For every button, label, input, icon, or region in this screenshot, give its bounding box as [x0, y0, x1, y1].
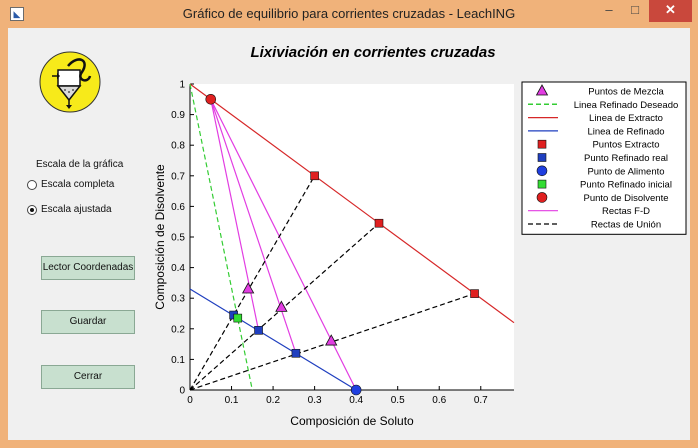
- chart-title: Lixiviación en corrientes cruzadas: [250, 44, 495, 61]
- legend-marker: [537, 179, 547, 189]
- tie-line: [189, 293, 475, 391]
- plot-background: [190, 84, 514, 390]
- legend-label: Punto de Alimento: [587, 166, 664, 177]
- legend-label: Rectas F-D: [602, 206, 650, 217]
- radio-full-scale-label[interactable]: Escala completa: [41, 179, 115, 190]
- minimize-button[interactable]: –: [605, 2, 613, 17]
- legend-label: Punto de Disolvente: [583, 193, 668, 204]
- x-tick-label: 0.5: [391, 395, 405, 406]
- raffinate-point: [254, 326, 263, 335]
- tie-line: [189, 175, 316, 391]
- window-title: Gráfico de equilibrio para corrientes cr…: [182, 6, 516, 21]
- tie-line: [189, 222, 380, 391]
- x-tick-label: 0.3: [308, 395, 322, 406]
- legend-label: Rectas de Unión: [591, 220, 661, 231]
- y-tick-label: 0.3: [171, 294, 185, 305]
- y-tick-label: 0.1: [171, 355, 185, 366]
- x-tick-label: 0.7: [474, 395, 488, 406]
- radio-adjusted-scale[interactable]: [27, 205, 37, 215]
- y-tick-label: 0.2: [171, 324, 185, 335]
- y-tick-label: 0.8: [171, 141, 185, 152]
- app-icon[interactable]: ◣: [10, 7, 24, 21]
- y-axis-label: Composición de Disolvente: [153, 164, 167, 310]
- desired-raffinate-line: [189, 83, 253, 391]
- close-button[interactable]: Cerrar: [41, 365, 135, 389]
- title-bar[interactable]: ◣ Gráfico de equilibrio para corrientes …: [0, 0, 698, 28]
- initial-raffinate-point: [233, 313, 243, 323]
- y-tick-label: 0.9: [171, 110, 185, 121]
- mixing-point: [241, 282, 255, 294]
- legend-label: Puntos Extracto: [592, 140, 659, 151]
- mixing-point: [325, 334, 338, 346]
- feed-point: [350, 384, 362, 396]
- leaching-logo-icon: [39, 51, 101, 113]
- legend-label: Linea de Extracto: [589, 113, 663, 124]
- solvent-point: [205, 94, 217, 105]
- y-tick-label: 0.6: [171, 202, 185, 213]
- legend-marker: [536, 165, 548, 177]
- radio-adjusted-scale-label[interactable]: Escala ajustada: [41, 204, 112, 215]
- coordinate-reader-button[interactable]: Lector Coordenadas: [41, 256, 135, 280]
- legend-label: Linea Refinado Deseado: [574, 100, 679, 111]
- x-tick-label: 0: [187, 395, 193, 406]
- close-window-button[interactable]: ✕: [649, 0, 692, 22]
- extract-point: [470, 289, 479, 298]
- legend-label: Punto Refinado inicial: [580, 180, 672, 191]
- legend-marker: [535, 84, 549, 96]
- save-button[interactable]: Guardar: [41, 310, 135, 334]
- legend-label: Punto Refinado real: [584, 153, 668, 164]
- x-tick-label: 0.2: [266, 395, 280, 406]
- y-tick-label: 0.4: [171, 263, 185, 274]
- legend-label: Puntos de Mezcla: [588, 87, 664, 98]
- legend-label: Linea de Refinado: [587, 126, 664, 137]
- x-axis-label: Composición de Soluto: [290, 414, 414, 428]
- mixing-point: [275, 300, 288, 312]
- raffinate-point: [291, 348, 301, 358]
- raffinate-line: [189, 288, 357, 391]
- x-tick-label: 0.1: [225, 395, 239, 406]
- maximize-button[interactable]: □: [631, 2, 639, 17]
- x-tick-label: 0.4: [349, 395, 363, 406]
- y-tick-label: 0.5: [171, 233, 185, 244]
- y-tick-label: 0: [179, 386, 185, 397]
- x-tick-label: 0.6: [432, 395, 446, 406]
- extract-point: [374, 218, 384, 228]
- y-tick-label: 0.7: [171, 171, 185, 182]
- scale-label: Escala de la gráfica: [36, 159, 124, 170]
- extract-line: [189, 83, 515, 324]
- legend-marker: [536, 192, 548, 203]
- legend-box: [521, 81, 687, 235]
- extract-point: [310, 171, 319, 181]
- legend-marker: [537, 139, 547, 149]
- radio-full-scale[interactable]: [27, 180, 37, 190]
- legend-marker: [537, 153, 547, 162]
- y-tick-label: 1: [179, 80, 185, 91]
